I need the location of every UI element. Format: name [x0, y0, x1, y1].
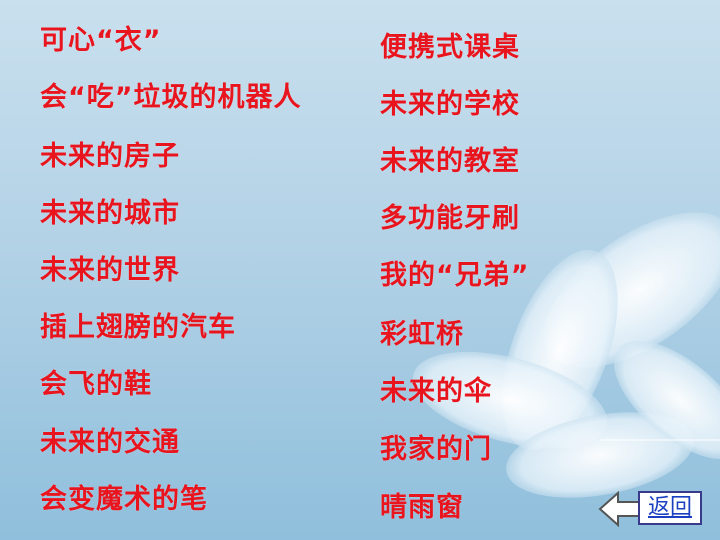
- topic-link[interactable]: 晴雨窗: [380, 492, 464, 523]
- topic-link[interactable]: 未来的教室: [380, 146, 520, 177]
- topic-link[interactable]: 未来的伞: [380, 376, 492, 407]
- topic-link[interactable]: 彩虹桥: [380, 319, 464, 350]
- topic-link[interactable]: 会变魔术的笔: [40, 484, 208, 515]
- topic-link[interactable]: 会“吃”垃圾的机器人: [40, 82, 302, 113]
- topic-link[interactable]: 多功能牙刷: [380, 203, 520, 234]
- topic-link[interactable]: 未来的学校: [380, 89, 520, 120]
- topic-link[interactable]: 未来的城市: [40, 198, 180, 229]
- back-button-label: 返回: [638, 491, 702, 525]
- topic-link[interactable]: 便携式课桌: [380, 32, 520, 63]
- topic-link[interactable]: 我的“兄弟”: [380, 260, 530, 291]
- topic-link[interactable]: 未来的世界: [40, 255, 180, 286]
- back-button[interactable]: 返回: [598, 487, 708, 531]
- topic-link[interactable]: 未来的交通: [40, 427, 180, 458]
- topic-link[interactable]: 未来的房子: [40, 141, 180, 172]
- topic-link[interactable]: 可心“衣”: [40, 25, 162, 56]
- topic-link[interactable]: 插上翅膀的汽车: [40, 312, 236, 343]
- topic-link[interactable]: 会飞的鞋: [40, 369, 152, 400]
- topic-link[interactable]: 我家的门: [380, 434, 492, 465]
